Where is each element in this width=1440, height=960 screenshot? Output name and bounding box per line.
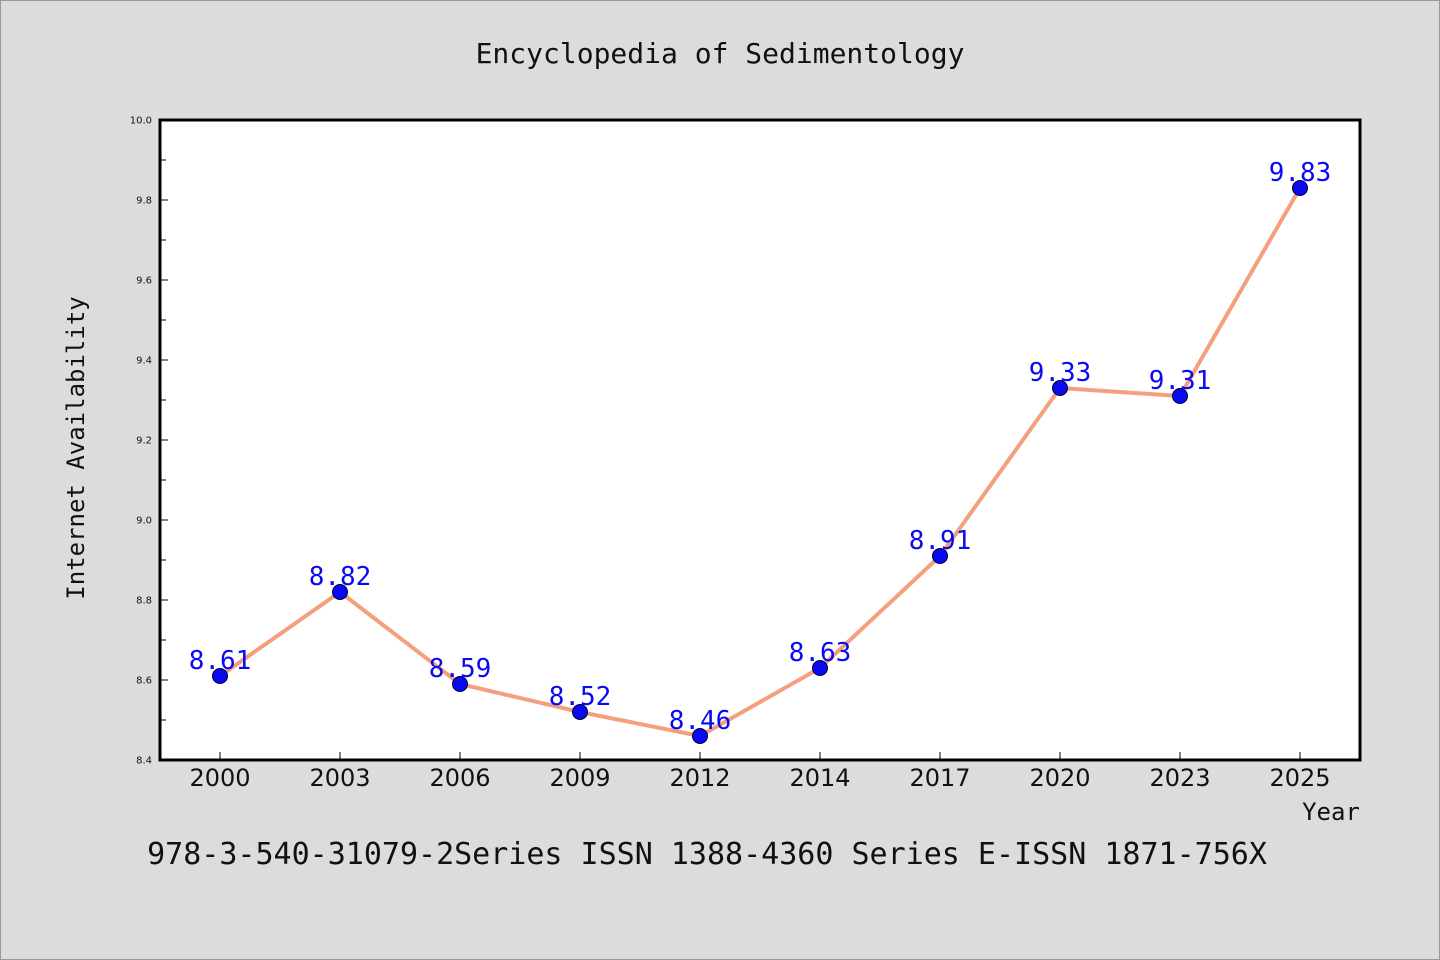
data-labels: 8.61 8.82 8.59 8.52 8.46 8.63 8.91 9.33 9.31 9.83	[189, 158, 1332, 736]
x-tick-label: 2012	[669, 764, 730, 792]
x-tick-label: 2025	[1269, 764, 1330, 792]
data-label: 8.61	[189, 646, 252, 676]
data-label: 8.59	[429, 654, 492, 684]
plot-border	[158, 118, 1362, 762]
data-label: 8.52	[549, 682, 612, 712]
data-points	[212, 180, 1308, 744]
footer-identifiers: 978-3-540-31079-2Series ISSN 1388-4360 S…	[147, 837, 1267, 872]
data-point	[692, 728, 708, 744]
x-axis-ticks: 2000 2003 2006 2009 2012 2014 2017 2020 2023 2025	[189, 752, 1331, 792]
data-label: 8.63	[789, 638, 852, 668]
series-line	[218, 187, 1302, 738]
data-label: 9.31	[1149, 366, 1212, 396]
data-label: 8.82	[309, 562, 372, 592]
chart-title: Encyclopedia of Sedimentology	[476, 37, 965, 70]
y-tick-label: 9.4	[136, 356, 152, 367]
y-tick-label: 9.2	[136, 436, 152, 447]
y-axis-label: Internet Availability	[62, 296, 90, 599]
data-point	[932, 548, 948, 564]
x-axis-label: Year	[1302, 798, 1360, 826]
x-tick-label: 2014	[789, 764, 850, 792]
x-tick-label: 2023	[1149, 764, 1210, 792]
y-axis-ticks: 8.4 8.6 8.8 9.0 9.2 9.4 9.6 9.8 10.0	[130, 116, 168, 767]
x-tick-label: 2000	[189, 764, 250, 792]
data-point	[212, 668, 228, 684]
x-tick-label: 2020	[1029, 764, 1090, 792]
data-point	[1052, 380, 1068, 396]
x-tick-label: 2003	[309, 764, 370, 792]
plot-area	[160, 120, 1360, 760]
y-tick-label: 9.8	[136, 196, 152, 207]
x-tick-label: 2017	[909, 764, 970, 792]
x-tick-label: 2009	[549, 764, 610, 792]
x-tick-label: 2006	[429, 764, 490, 792]
data-point	[1172, 388, 1188, 404]
data-point	[1292, 180, 1308, 196]
y-tick-label: 8.8	[136, 596, 152, 607]
y-tick-label: 8.4	[136, 756, 152, 767]
data-point	[572, 704, 588, 720]
y-tick-label: 9.6	[136, 276, 152, 287]
data-label: 8.91	[909, 526, 972, 556]
data-point	[452, 676, 468, 692]
y-tick-label: 8.6	[136, 676, 152, 687]
y-tick-label: 10.0	[130, 116, 152, 127]
data-point	[332, 584, 348, 600]
y-tick-label: 9.0	[136, 516, 152, 527]
data-label: 9.83	[1269, 158, 1332, 188]
data-label: 8.46	[669, 706, 732, 736]
data-point	[812, 660, 828, 676]
data-label: 9.33	[1029, 358, 1092, 388]
